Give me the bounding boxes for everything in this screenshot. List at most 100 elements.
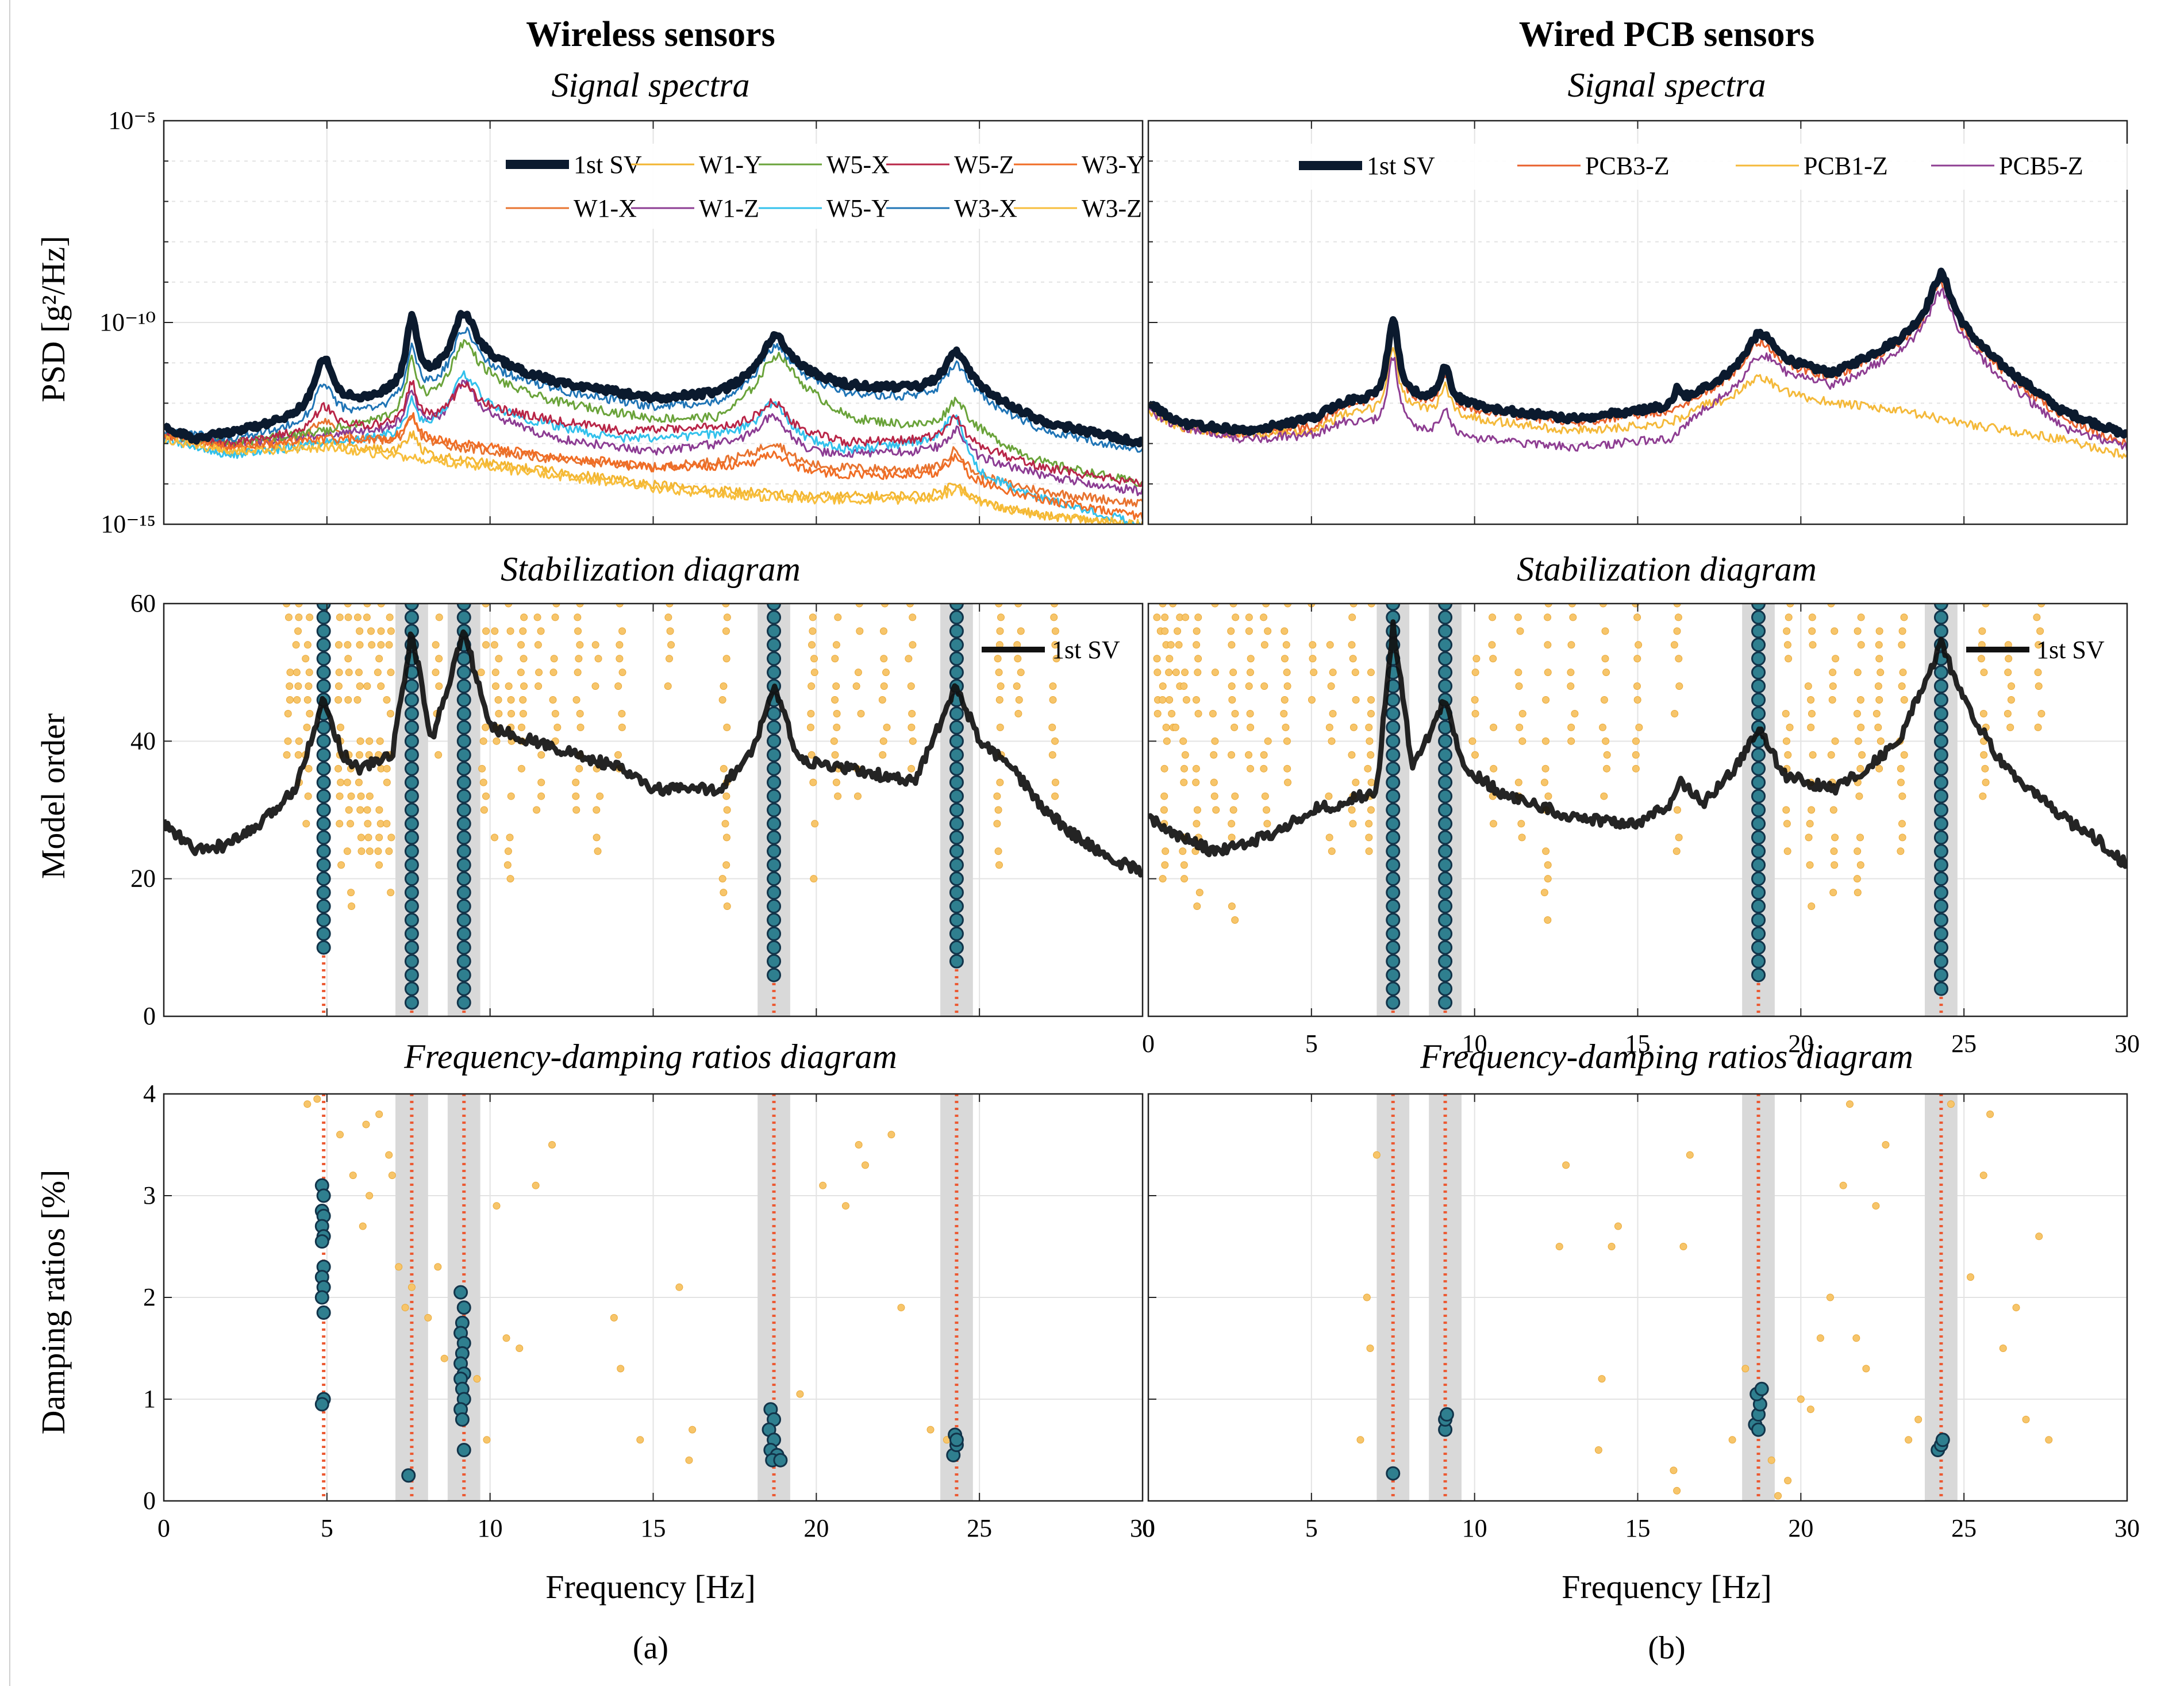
stable-pole	[1386, 706, 1401, 721]
unstable-pole	[664, 613, 672, 621]
stable-pole	[456, 693, 471, 708]
stable-pole	[1386, 775, 1401, 790]
unstable-pole	[832, 682, 840, 690]
unstable-pole	[1165, 669, 1173, 677]
unstable-pole	[909, 737, 917, 745]
series-line-pcb5-z	[1148, 287, 2127, 452]
unstable-pole	[344, 641, 352, 649]
unstable-pole	[1260, 765, 1268, 773]
unstable-pole	[1017, 627, 1025, 635]
stable-pole	[949, 733, 964, 748]
unstable-pole	[493, 737, 501, 745]
stable-pole	[1754, 1381, 1769, 1396]
unstable-pole	[1490, 765, 1498, 773]
unstable-pole	[1192, 696, 1200, 704]
unstable-pole	[1515, 682, 1523, 690]
unstable-pole	[344, 655, 352, 663]
unstable-pole	[336, 1131, 344, 1139]
stable-pole	[767, 610, 782, 625]
unstable-pole	[374, 847, 382, 855]
unstable-pole	[616, 604, 624, 608]
unstable-pole	[1161, 627, 1169, 635]
panel-wired-fd-xtick-label: 0	[1142, 1514, 1155, 1542]
legend-box-wired	[1293, 144, 2138, 190]
unstable-pole	[1229, 604, 1237, 608]
xlabel-frequency-wired: Frequency [Hz]	[1562, 1568, 1772, 1606]
stable-pole	[456, 747, 471, 762]
unstable-pole	[1899, 669, 1907, 677]
unstable-pole	[1816, 1334, 1824, 1342]
unstable-pole	[491, 834, 499, 842]
ylabel-damping: Damping ratios [%]	[34, 1170, 72, 1435]
unstable-pole	[1602, 737, 1610, 745]
unstable-pole	[831, 751, 839, 759]
stable-pole	[316, 1305, 331, 1320]
unstable-pole	[1980, 751, 1988, 759]
series-line-w5-x	[164, 339, 1143, 487]
unstable-pole	[909, 641, 917, 649]
unstable-pole	[356, 806, 364, 814]
unstable-pole	[548, 1141, 556, 1149]
unstable-pole	[879, 737, 887, 745]
unstable-pole	[880, 682, 888, 690]
column-title-wireless: Wireless sensors	[526, 15, 775, 54]
stable-pole	[1751, 830, 1766, 845]
stable-pole	[1438, 775, 1453, 790]
stable-pole	[1751, 693, 1766, 708]
unstable-pole	[482, 604, 490, 608]
unstable-pole	[1633, 613, 1641, 621]
unstable-pole	[495, 655, 503, 663]
unstable-pole	[1309, 641, 1317, 649]
unstable-pole	[1365, 820, 1373, 828]
stable-pole	[767, 789, 782, 804]
unstable-pole	[1632, 737, 1640, 745]
unstable-pole	[503, 861, 512, 869]
stable-pole	[404, 802, 419, 817]
unstable-pole	[1210, 792, 1218, 800]
unstable-pole	[407, 1283, 416, 1291]
unstable-pole	[552, 604, 560, 608]
unstable-pole	[1544, 604, 1552, 608]
unstable-pole	[834, 792, 842, 800]
panel-wireless-stab-ytick-label: 60	[130, 589, 156, 617]
unstable-pole	[434, 1263, 442, 1271]
unstable-pole	[1567, 737, 1575, 745]
stable-pole	[1933, 747, 1948, 762]
unstable-pole	[616, 641, 624, 649]
stable-pole	[1438, 665, 1453, 680]
stable-pole	[314, 1234, 329, 1249]
panel-wireless-stab: 0 20 40 60 1st SV	[130, 589, 1144, 1030]
panel-wired-fd-xtick-label: 25	[1951, 1514, 1977, 1542]
unstable-pole	[385, 1151, 393, 1159]
stable-pole	[456, 665, 471, 680]
unstable-pole	[1471, 751, 1479, 759]
unstable-pole	[385, 847, 393, 855]
unstable-pole	[1174, 627, 1182, 635]
stable-pole	[767, 830, 782, 845]
unstable-pole	[507, 792, 515, 800]
unstable-pole	[834, 613, 842, 621]
unstable-pole	[993, 820, 1001, 828]
panel-wireless-spectra-plot-area	[164, 121, 1143, 524]
unstable-pole	[473, 1375, 481, 1383]
stable-pole	[456, 926, 471, 941]
unstable-pole	[618, 669, 626, 677]
unstable-pole	[353, 613, 362, 621]
unstable-pole	[347, 889, 355, 897]
unstable-pole	[490, 641, 498, 649]
unstable-pole	[306, 613, 314, 621]
stable-pole	[1935, 1432, 1950, 1447]
unstable-pole	[1181, 751, 1189, 759]
unstable-pole	[841, 1202, 849, 1210]
unstable-pole	[1211, 737, 1219, 745]
unstable-pole	[1245, 682, 1253, 690]
unstable-pole	[1898, 627, 1906, 635]
unstable-pole	[1471, 696, 1479, 704]
unstable-pole	[357, 792, 365, 800]
unstable-pole	[1182, 696, 1190, 704]
unstable-pole	[1872, 709, 1881, 717]
stable-pole	[316, 651, 331, 666]
unstable-pole	[1875, 641, 1883, 649]
unstable-pole	[359, 1222, 367, 1230]
stable-pole	[1386, 761, 1401, 776]
